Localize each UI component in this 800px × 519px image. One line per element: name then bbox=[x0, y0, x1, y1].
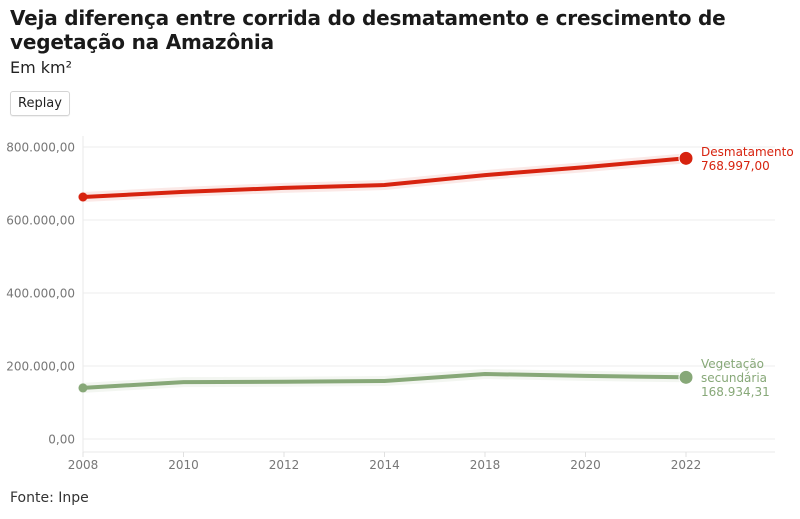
x-tick-label: 2014 bbox=[369, 458, 400, 472]
end-value-label: 768.997,00 bbox=[701, 159, 770, 173]
x-tick-label: 2022 bbox=[671, 458, 702, 472]
start-point bbox=[78, 383, 88, 393]
line-chart: 0,00 200.000,00 400.000,00 600.000,00 800.00… bbox=[6, 136, 794, 472]
x-tick-label: 2012 bbox=[269, 458, 300, 472]
grid-lines bbox=[82, 136, 775, 453]
y-tick-label: 400.000,00 bbox=[6, 287, 75, 301]
x-tick-label: 2010 bbox=[168, 458, 199, 472]
y-tick-label: 0,00 bbox=[48, 433, 75, 447]
start-point bbox=[78, 192, 88, 202]
x-tick-label: 2018 bbox=[470, 458, 501, 472]
chart-title: Veja diferença entre corrida do desmatam… bbox=[10, 6, 726, 54]
series-line-1 bbox=[81, 372, 688, 390]
chart-subtitle: Em km² bbox=[10, 58, 73, 77]
end-point bbox=[678, 369, 694, 385]
series-name-label: secundária bbox=[701, 371, 767, 385]
replay-button[interactable]: Replay bbox=[10, 91, 70, 116]
series-line-0 bbox=[81, 156, 688, 199]
end-value-label: 168.934,31 bbox=[701, 385, 770, 399]
y-tick-label: 200.000,00 bbox=[6, 360, 75, 374]
y-axis-ticks: 0,00 200.000,00 400.000,00 600.000,00 800.00… bbox=[6, 141, 75, 447]
x-axis-ticks: 2008 2010 2012 2014 2018 2020 2022 bbox=[68, 452, 702, 472]
series-layer bbox=[78, 150, 694, 393]
y-tick-label: 800.000,00 bbox=[6, 141, 75, 155]
series-name-label: Desmatamento bbox=[701, 145, 794, 159]
end-point bbox=[678, 150, 694, 166]
series-name-label: Vegetação bbox=[701, 357, 764, 371]
x-tick-label: 2008 bbox=[68, 458, 99, 472]
x-tick-label: 2020 bbox=[570, 458, 601, 472]
y-tick-label: 600.000,00 bbox=[6, 214, 75, 228]
source-note: Fonte: Inpe bbox=[10, 490, 89, 506]
